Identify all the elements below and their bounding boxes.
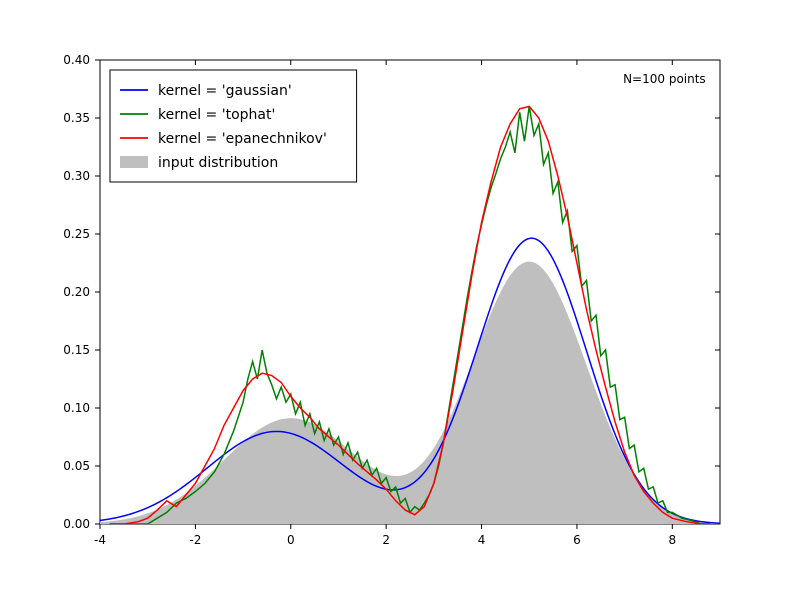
xtick-label: -2 bbox=[189, 533, 201, 547]
legend-swatch bbox=[120, 156, 148, 168]
kde-chart: -4 -2 0 2 4 6 8 0.00 0.05 0.10 0.15 0.20 0.25 0.30 0.3… bbox=[0, 0, 800, 600]
ytick-label: 0.15 bbox=[63, 343, 90, 357]
xtick-label: 8 bbox=[668, 533, 676, 547]
xtick-label: 6 bbox=[573, 533, 581, 547]
legend-label: input distribution bbox=[158, 155, 278, 171]
legend-label: kernel = 'tophat' bbox=[158, 107, 275, 123]
legend-label: kernel = 'epanechnikov' bbox=[158, 131, 327, 147]
ytick-label: 0.05 bbox=[63, 459, 90, 473]
legend-label: kernel = 'gaussian' bbox=[158, 83, 292, 99]
xtick-label: 0 bbox=[287, 533, 295, 547]
ytick-label: 0.35 bbox=[63, 111, 90, 125]
ytick-label: 0.25 bbox=[63, 227, 90, 241]
annotation-n-points: N=100 points bbox=[623, 72, 706, 86]
xtick-label: 4 bbox=[478, 533, 486, 547]
ytick-label: 0.40 bbox=[63, 53, 90, 67]
xtick-label: 2 bbox=[382, 533, 390, 547]
xtick-label: -4 bbox=[94, 533, 106, 547]
ytick-label: 0.20 bbox=[63, 285, 90, 299]
ytick-label: 0.30 bbox=[63, 169, 90, 183]
ytick-label: 0.10 bbox=[63, 401, 90, 415]
ytick-label: 0.00 bbox=[63, 517, 90, 531]
